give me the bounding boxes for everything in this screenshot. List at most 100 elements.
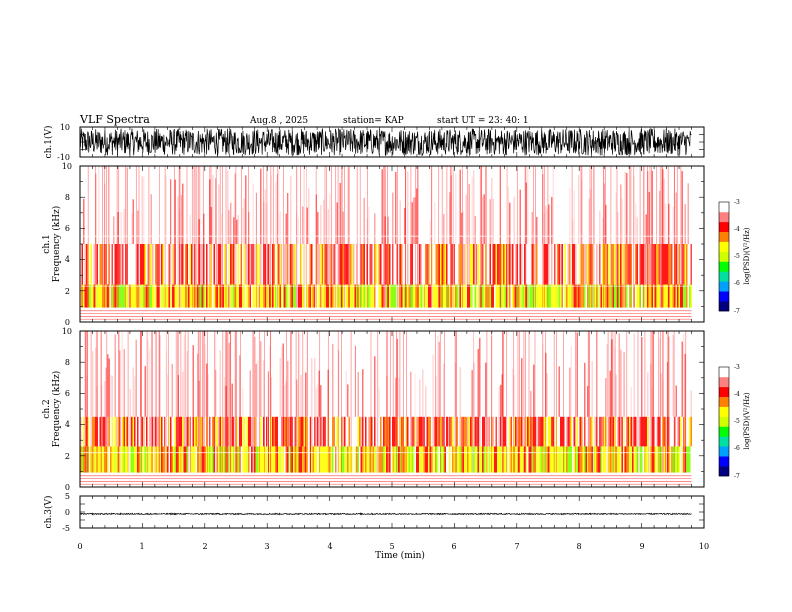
ch1-spectrogram-column [332, 284, 334, 308]
ch1-spectrogram-column [275, 181, 277, 244]
ch2-spectrogram-column [95, 347, 97, 417]
ch2-spectrogram-column [431, 446, 433, 473]
ch1-spectrogram-column [666, 244, 668, 285]
ch2-spectrogram-column [603, 446, 605, 473]
ch1-spectrogram-column [648, 191, 650, 244]
ch1-spectrogram-column [546, 284, 548, 308]
ch1-spectrogram-column [203, 213, 205, 244]
ch2-spectrogram-column [650, 363, 652, 417]
ch2-spectrogram-column [194, 416, 196, 447]
ch1-spectrogram-column [572, 244, 574, 285]
ch1-spectrogram-column [492, 284, 494, 308]
ch1-spectrogram-column [174, 284, 176, 308]
ch1-spectrogram-column [615, 192, 617, 244]
ch1-spectrogram-column [683, 284, 685, 308]
ch1-spectrogram-column [239, 284, 241, 308]
ch1-spectrogram-column [381, 169, 383, 244]
ch2-spectrogram-column [239, 416, 241, 447]
ch2-spectrogram-column [435, 446, 437, 473]
ch2-spectrogram-column [311, 358, 313, 417]
ch2-spectrogram-column [222, 446, 224, 473]
ch1-spectrogram-column [221, 284, 223, 308]
ch2-spectrogram-column [192, 345, 194, 417]
ch2-spectrogram-column [591, 446, 593, 473]
ch2-spectrogram-column [609, 370, 611, 417]
ch1-spectrogram-column [416, 284, 418, 308]
ch1-spectrogram-column [453, 284, 455, 308]
ch1-spectrogram-column [180, 244, 182, 285]
ch1-spectrogram-column [198, 219, 200, 244]
ch2-spectrogram-column [510, 446, 512, 473]
ch1-spectrogram-column [512, 244, 514, 285]
ch1-spectrogram-column [363, 197, 365, 244]
ch2-spectrogram-column [164, 416, 166, 447]
ch2-spectrogram-column [551, 446, 553, 473]
ch2-spectrogram-column [239, 355, 241, 417]
ch2-spectrogram-column [474, 416, 476, 447]
ch2-spectrogram-column [435, 416, 437, 447]
ch1-spectrogram-column [227, 284, 229, 308]
ch1-spectrogram-column [189, 214, 191, 244]
ch1-spectrogram-column [591, 244, 593, 285]
ch1-spectrogram-column [495, 284, 497, 308]
ch1-spectrogram-column [230, 244, 232, 285]
ch1-spectrogram-column [234, 284, 236, 308]
ch1-spectrogram-column [141, 176, 143, 244]
x-tick-3: 3 [264, 542, 269, 551]
ch2-spectrogram-column [107, 416, 109, 447]
ch1-spectrogram-column [378, 284, 380, 308]
ch2-spectrogram-column [437, 335, 439, 417]
ch2-spectrogram-column [621, 416, 623, 447]
ch1-spectrogram-column [368, 206, 370, 244]
ch1-spectrogram-column [455, 284, 457, 308]
ch1-spectrogram-column [170, 244, 172, 285]
x-tick-7: 7 [514, 542, 519, 551]
ch2-spectrogram-column [125, 446, 127, 473]
ch2-spectrogram-column [216, 416, 218, 447]
ch2-spectrogram-column [570, 416, 572, 447]
ch1-spectrogram-column [197, 284, 199, 308]
ch2-spectrogram-column [89, 446, 91, 473]
ch2-spectrogram-column [315, 446, 317, 473]
ch1-spectrogram-column [564, 284, 566, 308]
ch2-spectrogram-column [140, 416, 142, 447]
ch2-spectrogram-column [135, 446, 137, 473]
ch1-spectrogram-column [120, 244, 122, 285]
ch2-spectrogram-column [287, 360, 289, 417]
ch2-spectrogram-column [681, 341, 683, 417]
ch2-spectrogram-column [222, 416, 224, 447]
ch1-spectrogram-column [531, 284, 533, 308]
ch2-spectrogram-column [270, 377, 272, 417]
ch1-spectrogram-column [81, 284, 83, 308]
ch1-spectrogram-column [126, 284, 128, 308]
ch2-spectrogram-column [249, 416, 251, 447]
ch1-spectrogram-column [192, 284, 194, 308]
ch1-spectrogram-column [386, 244, 388, 285]
ch1-spectrogram-column [270, 175, 272, 244]
ch2-spectrogram-column [218, 416, 220, 447]
ch1-spectrogram-column [336, 284, 338, 308]
ch1-spectrogram-column [495, 244, 497, 285]
ch1-spectrogram-column [545, 205, 547, 244]
ch2-spectrogram-column [248, 416, 250, 447]
ch1-spectrogram-column [233, 244, 235, 285]
ch2-spectrogram-column [395, 377, 397, 417]
ch2-spectrogram-column [314, 416, 316, 447]
ch1-spectrogram-column [338, 284, 340, 308]
ch1-spectrogram-column [420, 284, 422, 308]
ch1-spectrogram-column [578, 284, 580, 308]
ch2-spectrogram-column [318, 446, 320, 473]
ch1-spectrogram-column [603, 183, 605, 244]
ch1-spectrogram-column [104, 284, 106, 308]
ch1-spectrogram-column [416, 188, 418, 244]
ch1-waveform-line [79, 127, 692, 157]
ch2-spectrogram-column [125, 416, 127, 447]
ch1-spectrogram-column [492, 198, 494, 244]
ch1-spectrogram-column [246, 244, 248, 285]
ch1-spectrogram-column [464, 244, 466, 285]
ch1-spectrogram-column [687, 183, 689, 244]
ch2-spectrogram-column [270, 446, 272, 473]
ch2-spectrogram-column [576, 446, 578, 473]
ch2-spectrogram-column [129, 388, 131, 417]
ch2-spectrogram-column [462, 446, 464, 473]
